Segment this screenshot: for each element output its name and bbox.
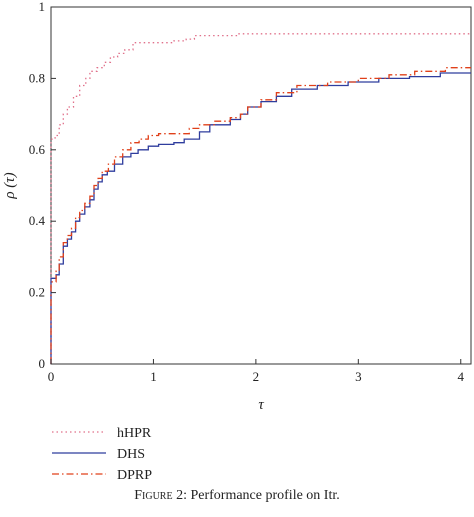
y-tick-label: 0.8 [29, 70, 45, 85]
plot-frame [50, 6, 472, 365]
x-tick-label: 3 [355, 369, 362, 384]
y-tick-label: 0 [39, 356, 46, 371]
series-line-dhs [50, 72, 471, 364]
series-line-hhpr [50, 33, 471, 364]
series-layer [50, 33, 471, 364]
x-axis-label: τ [258, 397, 264, 413]
legend: hHPR DHS DPRP [52, 426, 152, 483]
plot-area-border [50, 6, 472, 365]
y-tick-label: 0.4 [29, 213, 46, 228]
x-tick-label: 4 [458, 369, 465, 384]
legend-label-hhpr: hHPR [117, 426, 152, 441]
legend-label-dhs: DHS [117, 447, 145, 462]
figure-caption-prefix: Figure 2: [134, 488, 187, 503]
y-tick-label: 1 [39, 0, 46, 14]
figure-caption: Figure 2: Performance profile on Itr. [0, 488, 474, 504]
ticks-layer: 0 1 2 3 4 0 0.2 0.4 0.6 0.8 1 [29, 0, 465, 384]
y-tick-label: 0.2 [29, 285, 45, 300]
series-line-dprp [50, 67, 471, 364]
y-axis-label: ρ (τ) [2, 172, 18, 199]
x-tick-label: 1 [150, 369, 157, 384]
x-tick-label: 0 [48, 369, 55, 384]
figure-caption-text: Performance profile on Itr. [186, 488, 340, 503]
x-tick-label: 2 [253, 369, 260, 384]
legend-label-dprp: DPRP [117, 468, 152, 483]
y-tick-label: 0.6 [29, 142, 46, 157]
